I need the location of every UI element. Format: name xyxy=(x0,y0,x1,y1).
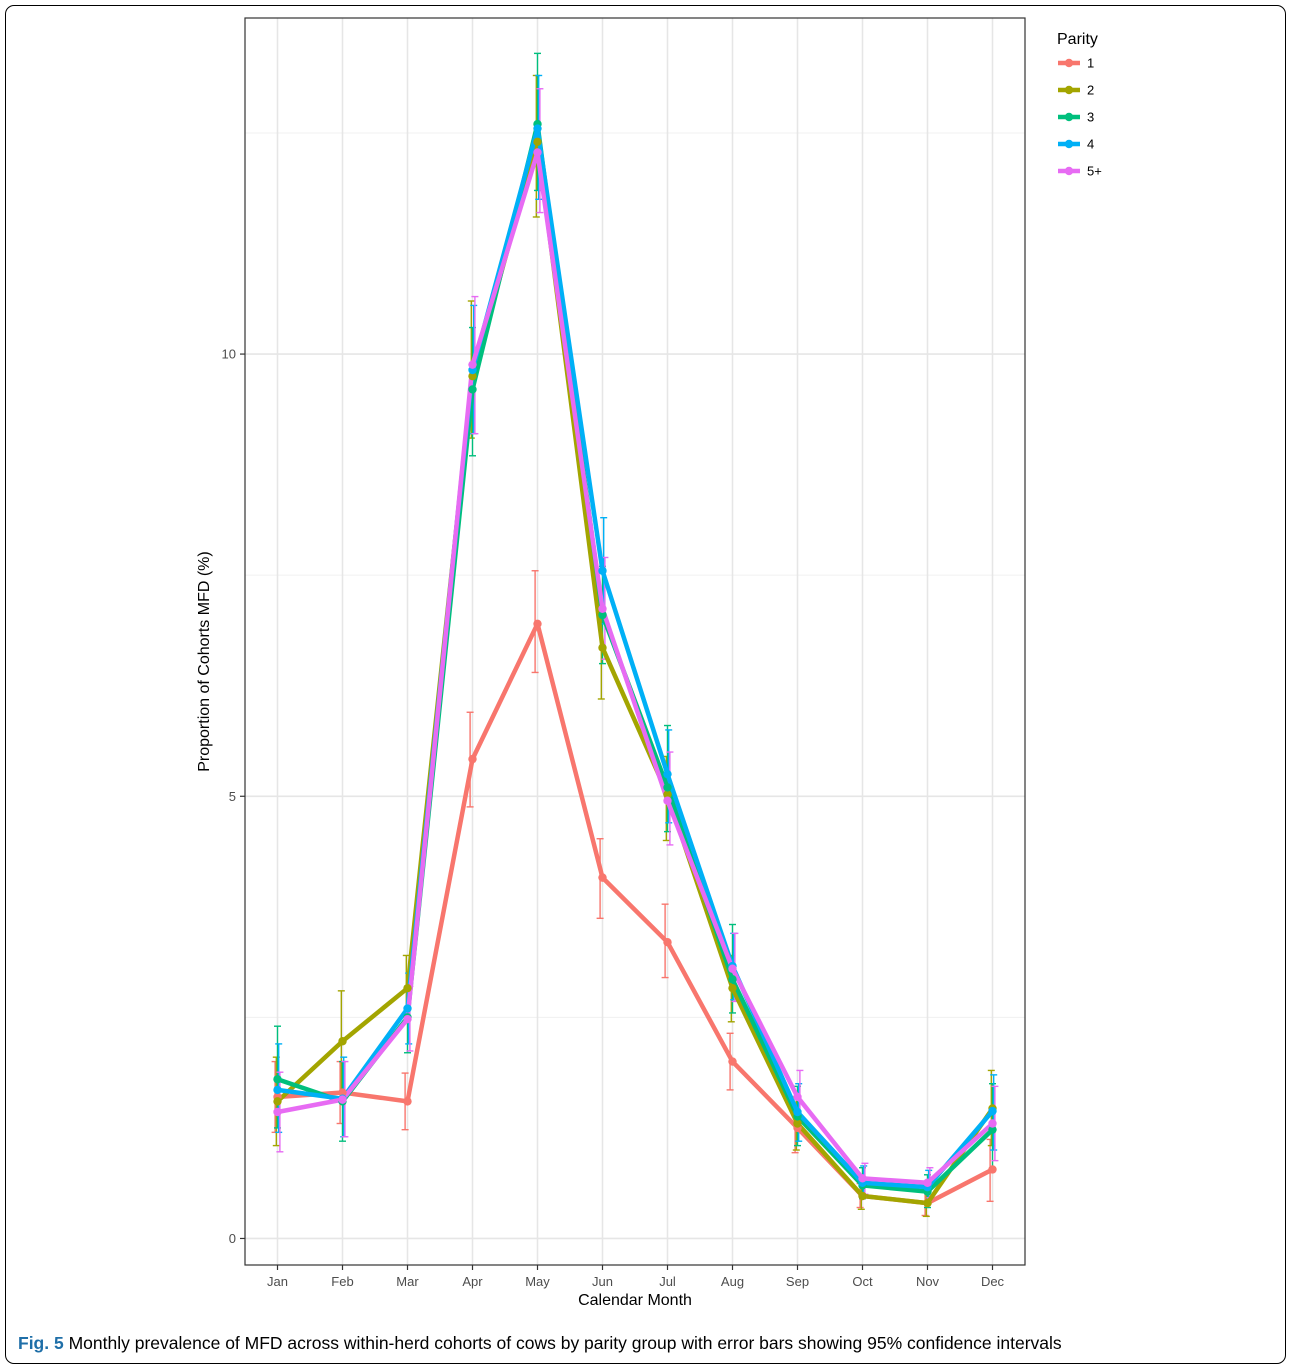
data-point xyxy=(663,790,672,799)
x-tick-label: Feb xyxy=(331,1274,353,1289)
data-point xyxy=(533,124,542,133)
data-point xyxy=(793,1107,802,1117)
x-tick-label: Aug xyxy=(721,1274,744,1289)
legend-label: 3 xyxy=(1087,110,1094,125)
data-point xyxy=(663,769,672,779)
legend-item: 3 xyxy=(1058,110,1094,125)
data-point xyxy=(533,137,542,147)
data-point xyxy=(663,783,672,792)
legend-label: 4 xyxy=(1087,137,1094,152)
data-point xyxy=(403,1097,412,1106)
legend-key-point xyxy=(1064,85,1074,95)
data-point xyxy=(988,1125,997,1134)
data-point xyxy=(273,1097,282,1106)
data-point xyxy=(858,1174,867,1183)
data-point xyxy=(663,796,672,805)
y-tick-label: 0 xyxy=(229,1231,236,1246)
legend-label: 2 xyxy=(1087,83,1094,98)
legend-item: 1 xyxy=(1058,56,1094,71)
data-point xyxy=(793,1119,802,1128)
x-axis-title: Calendar Month xyxy=(578,1292,692,1309)
data-point xyxy=(338,1095,347,1104)
legend-key-point xyxy=(1064,166,1074,176)
data-point xyxy=(403,1014,412,1024)
data-point xyxy=(728,1057,737,1066)
x-tick-label: Nov xyxy=(916,1274,940,1289)
legend-label: 5+ xyxy=(1087,164,1102,179)
data-point xyxy=(663,937,672,947)
series-line-2 xyxy=(275,139,995,1206)
series-line-5+ xyxy=(275,150,995,1186)
data-point xyxy=(923,1178,932,1187)
data-point xyxy=(793,1092,802,1102)
data-point xyxy=(403,983,412,993)
legend-item: 5+ xyxy=(1058,164,1102,179)
data-point xyxy=(988,1165,997,1174)
data-point xyxy=(728,983,737,993)
data-point xyxy=(273,1075,282,1084)
data-point xyxy=(598,873,607,882)
data-point xyxy=(533,148,542,157)
data-point xyxy=(923,1198,932,1208)
legend-item: 2 xyxy=(1058,83,1094,98)
data-point xyxy=(468,371,477,381)
data-point xyxy=(988,1119,997,1128)
data-point xyxy=(403,1004,412,1013)
x-tick-label: Dec xyxy=(981,1274,1005,1289)
x-tick-label: May xyxy=(525,1274,550,1289)
data-point xyxy=(728,975,737,984)
legend-title: Parity xyxy=(1057,31,1098,48)
data-point xyxy=(273,1085,282,1095)
data-point xyxy=(598,610,607,620)
x-tick-label: Oct xyxy=(852,1274,873,1289)
data-point xyxy=(533,619,542,629)
legend-key-point xyxy=(1064,139,1074,149)
x-tick-label: Mar xyxy=(396,1274,419,1289)
x-tick-label: Jan xyxy=(267,1274,288,1289)
data-point xyxy=(598,604,607,613)
figure-caption-text: Monthly prevalence of MFD across within-… xyxy=(68,1333,1062,1353)
line-chart: 0 5 10 Jan Feb Mar Apr May Jun Jul Aug Sep Oct Nov Dec… xyxy=(196,17,1102,1309)
data-point xyxy=(468,360,477,369)
x-tick-label: Jun xyxy=(592,1274,613,1289)
y-axis-title: Proportion of Cohorts MFD (%) xyxy=(196,551,213,772)
plot-border xyxy=(244,17,1026,1266)
data-point xyxy=(598,566,607,575)
legend-item: 4 xyxy=(1058,137,1094,152)
data-point xyxy=(273,1107,282,1117)
figure-label: Fig. 5 xyxy=(18,1333,64,1353)
legend-key-point xyxy=(1064,112,1074,122)
x-tick-label: Sep xyxy=(786,1274,809,1289)
x-tick-label: Jul xyxy=(659,1274,676,1289)
figure-frame xyxy=(5,5,1286,1364)
data-point xyxy=(858,1191,867,1201)
x-tick-label: Apr xyxy=(462,1274,483,1289)
data-point xyxy=(338,1037,347,1046)
data-point xyxy=(598,643,607,652)
y-tick-label: 5 xyxy=(229,789,236,804)
y-tick-label: 10 xyxy=(222,347,236,362)
data-point xyxy=(468,385,477,394)
data-point xyxy=(338,1088,347,1097)
data-point xyxy=(728,964,737,973)
data-point xyxy=(468,754,477,764)
figure-caption: Fig. 5 Monthly prevalence of MFD across … xyxy=(18,1333,1062,1354)
series-line-4 xyxy=(275,126,995,1190)
legend-label: 1 xyxy=(1087,56,1094,71)
legend-key-point xyxy=(1064,58,1074,68)
data-point xyxy=(988,1106,997,1116)
